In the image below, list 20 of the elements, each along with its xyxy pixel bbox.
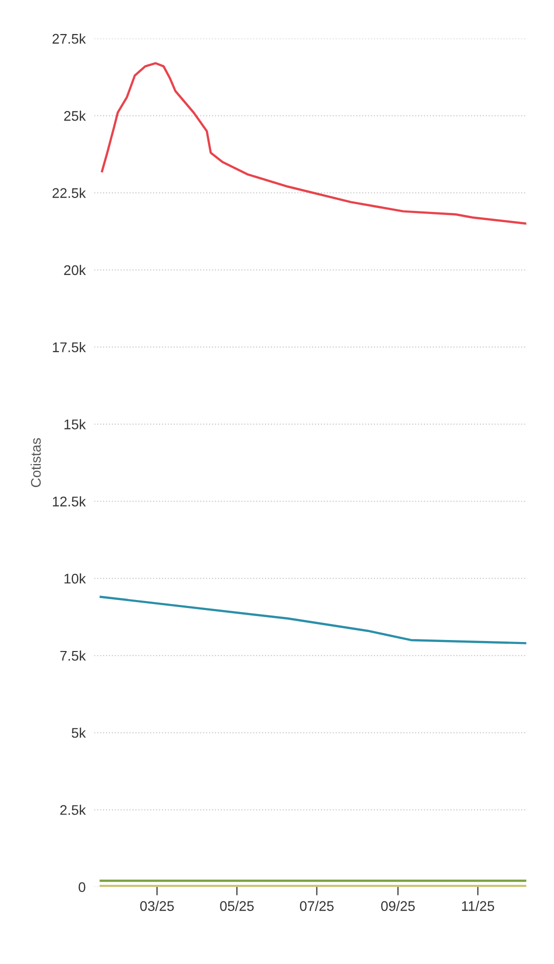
y-axis-title: Cotistas	[30, 438, 41, 488]
y-tick-label: 7.5k	[60, 650, 86, 661]
line-series	[100, 62, 526, 225]
x-tick-label: 09/25	[381, 900, 415, 911]
y-tick-label: 20k	[64, 264, 86, 276]
x-tick-label: 03/25	[140, 900, 174, 911]
y-tick-label: 22.5k	[52, 188, 86, 198]
y-tick-label: 0	[78, 882, 86, 892]
y-tick-label: 5k	[72, 728, 86, 738]
y-tick-label: 27.5k	[52, 34, 86, 44]
x-tick-label: 05/25	[220, 900, 254, 911]
y-tick-label: 10k	[64, 573, 86, 584]
x-tick-label: 07/25	[300, 900, 334, 911]
y-tick-label: 12.5k	[52, 496, 86, 506]
x-tick-label: 11/25	[462, 900, 494, 911]
y-tick-label: 15k	[64, 419, 86, 430]
y-tick-label: 17.5k	[52, 342, 86, 352]
y-tick-label: 25k	[64, 110, 86, 121]
y-tick-label: 2.5k	[60, 804, 86, 815]
line-series	[100, 596, 526, 644]
